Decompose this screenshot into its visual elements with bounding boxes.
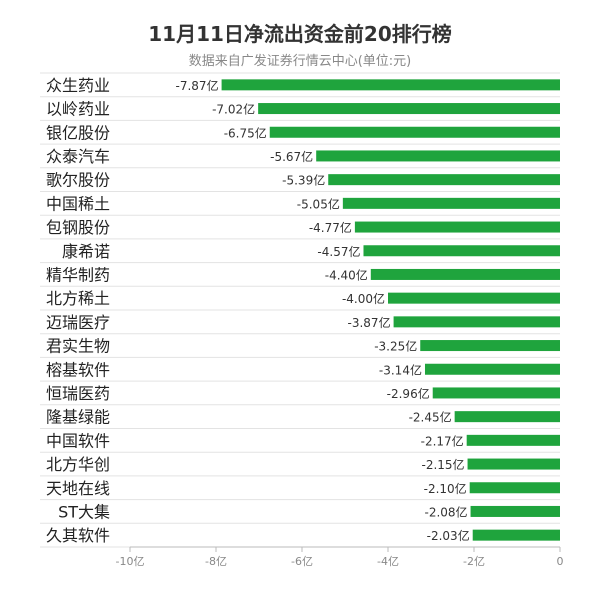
- value-label: -7.02亿: [212, 102, 255, 117]
- category-label: 久其软件: [46, 526, 110, 545]
- bar: [454, 411, 560, 423]
- value-label: -2.17亿: [421, 433, 464, 448]
- value-label: -5.05亿: [297, 196, 340, 211]
- category-label: 中国稀土: [46, 194, 110, 213]
- bar: [354, 221, 560, 233]
- value-label: -5.67亿: [270, 149, 313, 164]
- bar: [328, 174, 560, 186]
- category-label: 康希诺: [62, 242, 110, 261]
- chart-subtitle: 数据来自广发证券行情云中心(单位:元): [188, 54, 412, 69]
- x-tick-label: -10亿: [116, 555, 145, 568]
- bar: [342, 197, 560, 209]
- value-label: -2.10亿: [424, 481, 467, 496]
- category-label: 天地在线: [46, 479, 110, 498]
- bar: [469, 482, 560, 494]
- value-label: -3.25亿: [374, 339, 417, 354]
- bar: [269, 126, 560, 138]
- bar: [221, 79, 560, 91]
- category-label: 精华制药: [46, 265, 110, 284]
- bar: [393, 316, 560, 328]
- x-tick-label: -2亿: [463, 555, 485, 568]
- category-label: 恒瑞医药: [46, 384, 110, 403]
- value-label: -3.14亿: [379, 362, 422, 377]
- value-label: -3.87亿: [348, 315, 391, 330]
- category-label: 以岭药业: [46, 100, 110, 119]
- category-label: 众生药业: [46, 76, 110, 95]
- category-label: 迈瑞医疗: [46, 313, 110, 332]
- value-label: -4.57亿: [317, 244, 360, 259]
- value-label: -2.15亿: [421, 457, 464, 472]
- bar: [467, 458, 560, 470]
- value-label: -2.08亿: [424, 504, 467, 519]
- bar: [420, 340, 560, 352]
- category-label: 银亿股份: [46, 123, 110, 142]
- bar: [424, 363, 560, 375]
- value-label: -6.75亿: [224, 125, 267, 140]
- value-label: -2.45亿: [409, 410, 452, 425]
- category-label: 榕基软件: [46, 360, 110, 379]
- x-tick-label: -8亿: [205, 555, 227, 568]
- value-label: -4.77亿: [309, 220, 352, 235]
- category-label: 中国软件: [46, 431, 110, 450]
- bar: [472, 529, 560, 541]
- category-label: 包钢股份: [46, 218, 110, 237]
- x-tick-label: 0: [557, 555, 564, 568]
- category-label: ST大集: [58, 502, 110, 521]
- bar: [432, 387, 560, 399]
- bar: [316, 150, 560, 162]
- category-label: 北方华创: [46, 455, 110, 474]
- chart-title: 11月11日净流出资金前20排行榜: [148, 22, 452, 46]
- value-label: -2.96亿: [387, 386, 430, 401]
- value-label: -5.39亿: [282, 173, 325, 188]
- category-label: 众泰汽车: [46, 147, 110, 166]
- x-tick-label: -6亿: [291, 555, 313, 568]
- x-tick-label: -4亿: [377, 555, 399, 568]
- value-label: -4.40亿: [325, 267, 368, 282]
- bar: [466, 434, 560, 446]
- bar: [370, 268, 560, 280]
- category-label: 歌尔股份: [46, 171, 110, 190]
- category-label: 君实生物: [46, 337, 110, 356]
- bar: [470, 505, 560, 517]
- value-label: -4.00亿: [342, 291, 385, 306]
- value-label: -7.87亿: [176, 78, 219, 93]
- bar: [363, 245, 560, 257]
- category-label: 隆基绿能: [46, 408, 110, 427]
- category-label: 北方稀土: [46, 289, 110, 308]
- bar: [388, 292, 560, 304]
- value-label: -2.03亿: [427, 528, 470, 543]
- bar: [258, 103, 560, 115]
